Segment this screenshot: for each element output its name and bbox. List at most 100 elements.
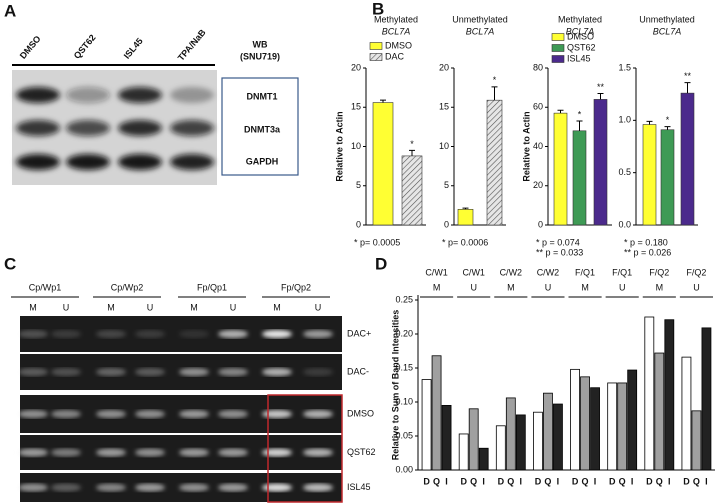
band (170, 87, 214, 103)
bar (642, 124, 657, 226)
bar (660, 129, 675, 226)
category-label: M (581, 282, 589, 292)
legend-label: ISL45 (567, 53, 591, 63)
y-tick-label: 0.5 (618, 167, 631, 177)
bar (553, 403, 563, 471)
row-label: DAC+ (347, 328, 371, 338)
y-tick-label: 0 (444, 219, 449, 229)
band (262, 368, 292, 376)
bar (505, 397, 516, 471)
band (303, 368, 333, 376)
legend-swatch (369, 53, 383, 61)
y-tick-label: 0.20 (395, 328, 413, 338)
bar (421, 379, 432, 471)
significance: * (493, 75, 497, 85)
series-label: Q (693, 476, 700, 486)
legend-label: DMSO (385, 40, 412, 50)
lane-label: M (29, 302, 37, 312)
y-tick-label: 15 (351, 102, 361, 112)
row-label: GAPDH (246, 156, 279, 166)
error-bar (646, 120, 653, 125)
band (66, 87, 110, 103)
bar (372, 102, 394, 226)
band (218, 368, 248, 376)
band (170, 154, 214, 170)
error-bar (557, 109, 564, 114)
band (118, 87, 162, 103)
chart-title: Unmethylated (452, 14, 508, 24)
group-label: Cp/Wp2 (111, 282, 144, 292)
bar (468, 408, 479, 471)
band (262, 448, 292, 457)
legend-label: DAC (385, 51, 405, 61)
significance: ** (684, 71, 692, 81)
legend-swatch (551, 33, 565, 41)
series-label: I (631, 476, 634, 486)
band (96, 483, 126, 492)
lane-label: U (230, 302, 237, 312)
footnote: * p = 0.180 (624, 237, 668, 247)
y-tick-label: 10 (439, 141, 449, 151)
footnote: ** p = 0.026 (624, 247, 671, 257)
band (96, 368, 126, 376)
y-tick-label: 0.15 (395, 362, 413, 372)
band (303, 483, 333, 492)
error-bar (491, 86, 498, 101)
lane-label: TPA/NaB (176, 27, 208, 63)
y-tick-label: 5 (356, 180, 361, 190)
category-label: U (545, 282, 552, 292)
y-tick-label: 0 (356, 219, 361, 229)
series-label: Q (507, 476, 514, 486)
series-label: D (460, 476, 467, 486)
chart-subtitle: BCL7A (653, 26, 682, 36)
y-axis-label: Relative to Actin (521, 111, 531, 181)
band (135, 483, 165, 492)
category-label: U (693, 282, 700, 292)
bands (18, 448, 333, 457)
lane-label: U (63, 302, 70, 312)
series-label: Q (619, 476, 626, 486)
bar (458, 433, 469, 471)
highlight-box (267, 394, 343, 503)
band (96, 410, 126, 418)
y-tick-label: 0.00 (395, 464, 413, 474)
band (303, 410, 333, 418)
y-tick-label: 20 (351, 62, 361, 72)
series-label: D (535, 476, 542, 486)
bar (580, 376, 590, 471)
bar (691, 410, 702, 471)
bar (543, 392, 553, 471)
band (218, 448, 248, 457)
footnote: * p = 0.074 (536, 237, 580, 247)
band (118, 154, 162, 170)
series-label: D (646, 476, 653, 486)
band (218, 410, 248, 418)
label-box (221, 77, 299, 176)
bar (553, 112, 568, 226)
chart-subtitle: BCL7A (382, 26, 411, 36)
category-label: U (470, 282, 477, 292)
bar (441, 404, 452, 471)
band (303, 448, 333, 457)
bands (16, 87, 214, 170)
row-label: DNMT3a (244, 124, 281, 134)
bar (681, 356, 692, 471)
category-label: M (656, 282, 664, 292)
lane-label: U (315, 302, 322, 312)
panel-letter: D (375, 254, 387, 273)
band (135, 448, 165, 457)
error-bar (597, 93, 604, 100)
bar (401, 155, 423, 226)
legend-label: QST62 (567, 42, 596, 52)
series-label: D (423, 476, 430, 486)
footnote: * p= 0.0005 (354, 237, 400, 247)
category-label: F/Q2 (686, 267, 706, 277)
series-label: D (609, 476, 616, 486)
band (96, 330, 126, 338)
y-tick-label: 60 (533, 102, 543, 112)
band (170, 120, 214, 136)
group-label: Fp/Qp2 (281, 282, 311, 292)
band (262, 483, 292, 492)
y-tick-label: 0 (538, 219, 543, 229)
